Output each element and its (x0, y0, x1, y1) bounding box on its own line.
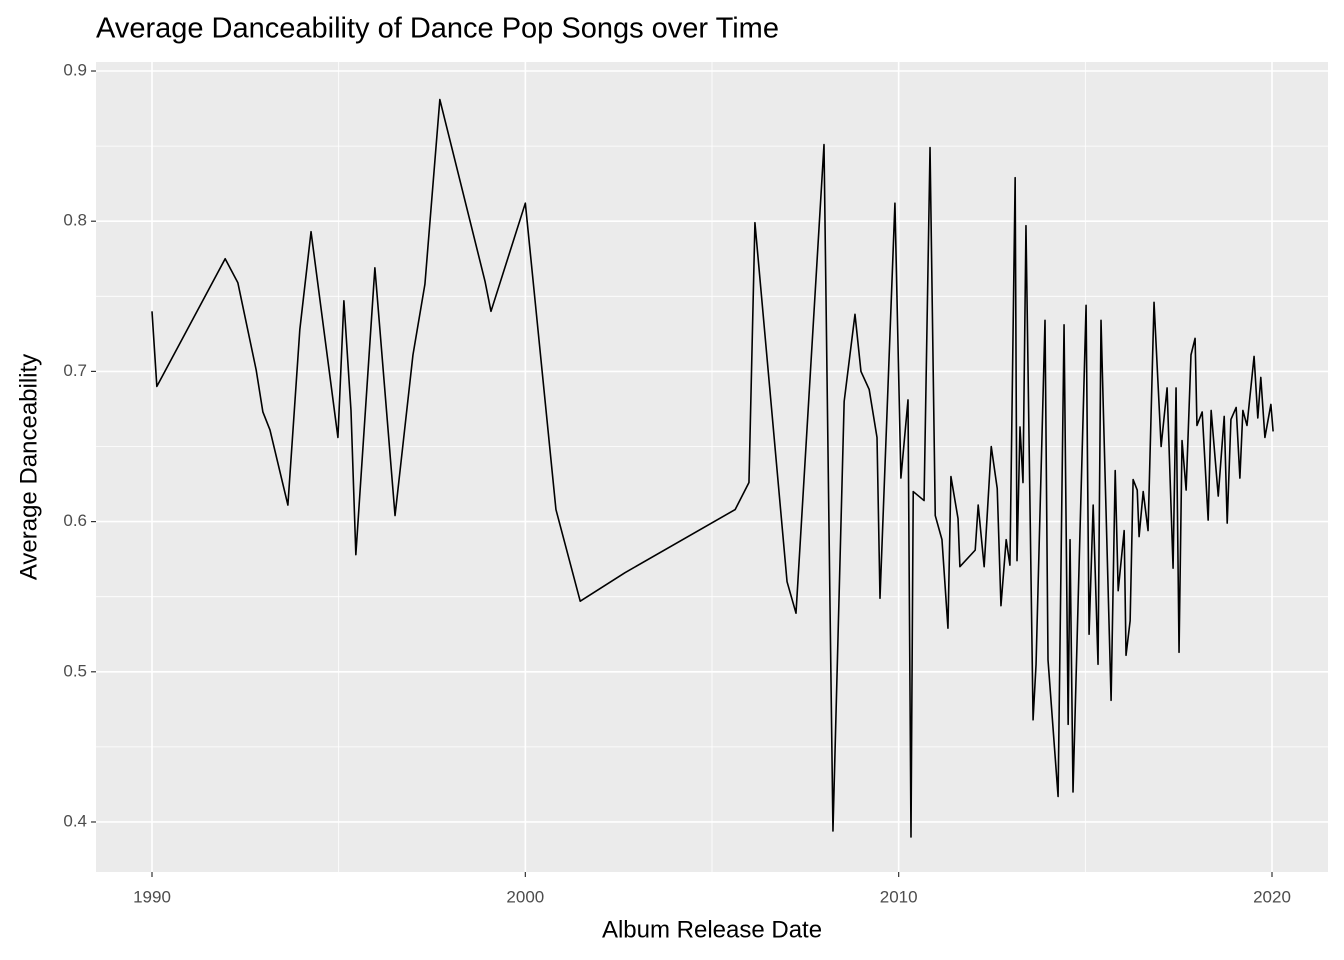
data-line (151, 98, 1274, 838)
x-axis-label: Album Release Date (602, 916, 822, 943)
x-tick-label: 2000 (506, 887, 544, 906)
y-tick-label: 0.4 (63, 811, 87, 830)
x-tick-label: 1990 (133, 887, 171, 906)
y-tick-label: 0.8 (63, 211, 87, 230)
x-tick-label: 2010 (880, 887, 918, 906)
chart-title: Average Danceability of Dance Pop Songs … (96, 13, 779, 45)
x-tick-label: 2020 (1253, 887, 1291, 906)
y-tick-label: 0.7 (63, 361, 87, 380)
y-tick-label: 0.5 (63, 661, 87, 680)
y-tick-label: 0.9 (63, 60, 87, 79)
y-axis-label: Average Danceability (15, 354, 42, 580)
y-tick-label: 0.6 (63, 511, 87, 530)
